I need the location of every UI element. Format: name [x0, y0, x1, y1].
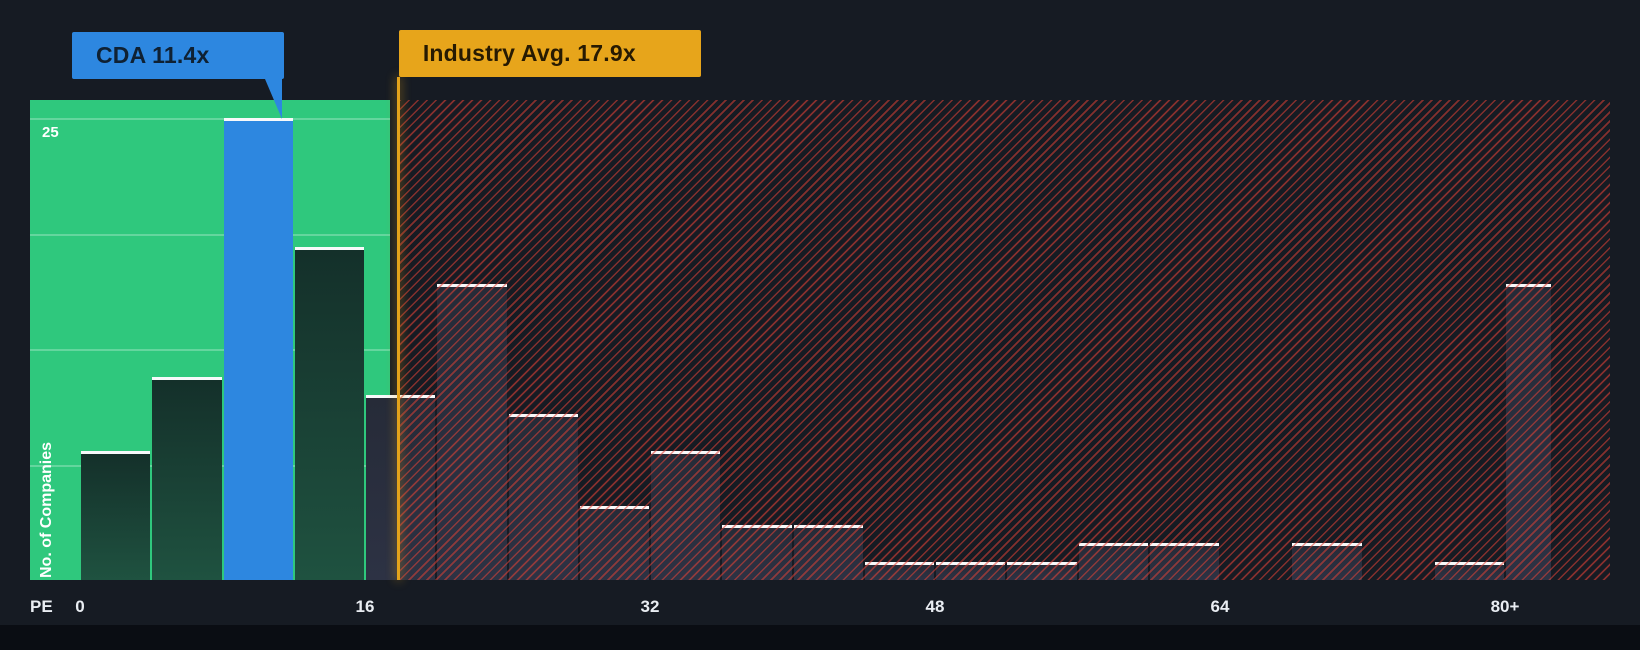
x-tick-label: 32	[640, 597, 660, 616]
histogram-bar[interactable]	[152, 376, 222, 580]
x-tick-label: 0	[75, 597, 85, 616]
bottom-bar	[0, 625, 1640, 650]
company-callout: CDA 11.4x	[72, 32, 284, 119]
overvalued-zone	[398, 100, 1610, 580]
histogram-bar[interactable]	[294, 247, 364, 580]
y-gridline	[30, 233, 390, 236]
x-tick-label: 80+	[1490, 597, 1520, 616]
x-tick-label: 64	[1210, 597, 1230, 616]
company-callout-label: CDA 11.4x	[96, 42, 210, 68]
histogram-bar[interactable]	[81, 450, 151, 580]
x-tick-label: 48	[925, 597, 945, 616]
company-callout-pointer-icon	[265, 79, 282, 119]
histogram-bar[interactable]	[223, 118, 293, 580]
industry-callout: Industry Avg. 17.9x	[398, 30, 701, 77]
y-gridline	[30, 118, 390, 120]
industry-callout-label: Industry Avg. 17.9x	[422, 40, 636, 66]
y-gridline	[30, 349, 390, 351]
industry-average-line	[397, 77, 401, 580]
x-tick-label: 16	[355, 597, 375, 616]
y-axis-tick-label: 25	[42, 124, 59, 141]
x-axis-title: PE	[30, 597, 53, 616]
y-axis-title: No. of Companies	[38, 441, 55, 578]
